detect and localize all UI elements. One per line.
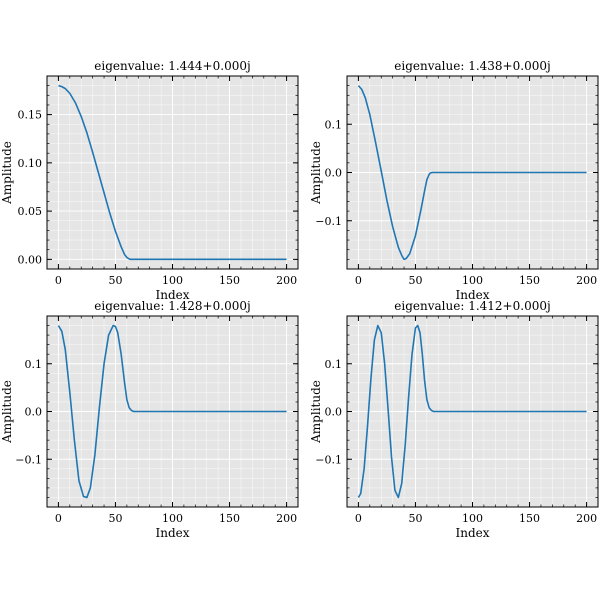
x-tick-label: 150 bbox=[519, 274, 540, 287]
x-tick-label: 50 bbox=[108, 512, 122, 525]
x-tick-label: 100 bbox=[462, 512, 483, 525]
y-axis-label: Amplitude bbox=[0, 141, 14, 205]
x-tick-label: 0 bbox=[355, 512, 362, 525]
x-tick-label: 50 bbox=[108, 274, 122, 287]
x-axis-label: Index bbox=[455, 526, 489, 540]
y-axis-label: Amplitude bbox=[309, 141, 323, 205]
series-line bbox=[357, 324, 587, 499]
y-tick-label: 0.10 bbox=[18, 157, 43, 170]
y-tick-label: 0.15 bbox=[18, 109, 43, 122]
subplot-title: eigenvalue: 1.444+0.000j bbox=[94, 59, 250, 73]
axes-frame bbox=[346, 75, 599, 270]
subplot-title: eigenvalue: 1.412+0.000j bbox=[394, 299, 550, 313]
subplot-title: eigenvalue: 1.438+0.000j bbox=[394, 59, 550, 73]
axes-frame bbox=[346, 315, 599, 508]
x-tick-label: 150 bbox=[219, 274, 240, 287]
subplot-3: 0 50 100 150 200 −0.1 0.0 0.1 eigenvalue: 1.428+… bbox=[0, 299, 299, 540]
x-tick-label: 150 bbox=[519, 512, 540, 525]
y-tick-label: −0.1 bbox=[15, 453, 42, 466]
x-tick-label: 200 bbox=[576, 512, 597, 525]
y-tick-label: 0.00 bbox=[18, 253, 43, 266]
y-tick-label: 0.0 bbox=[325, 167, 343, 180]
axes-frame bbox=[46, 315, 299, 508]
y-tick-label: 0.1 bbox=[25, 358, 43, 371]
x-tick-label: 0 bbox=[55, 274, 62, 287]
x-tick-label: 0 bbox=[55, 512, 62, 525]
axes-frame bbox=[46, 75, 299, 270]
series-line bbox=[58, 84, 287, 261]
x-tick-label: 200 bbox=[576, 274, 597, 287]
y-tick-label: −0.1 bbox=[315, 453, 342, 466]
y-tick-label: −0.1 bbox=[315, 215, 342, 228]
subplot-title: eigenvalue: 1.428+0.000j bbox=[94, 299, 250, 313]
x-tick-label: 50 bbox=[408, 512, 422, 525]
x-tick-label: 200 bbox=[276, 512, 297, 525]
x-tick-label: 100 bbox=[462, 274, 483, 287]
x-tick-label: 50 bbox=[408, 274, 422, 287]
x-axis-label: Index bbox=[455, 288, 489, 302]
subplot-2: 0 50 100 150 200 −0.1 0.0 0.1 eigenvalue: 1.438+… bbox=[309, 59, 599, 302]
x-axis-label: Index bbox=[155, 288, 189, 302]
y-tick-label: 0.1 bbox=[325, 118, 343, 131]
y-tick-label: 0.05 bbox=[18, 205, 43, 218]
x-tick-label: 100 bbox=[162, 512, 183, 525]
y-tick-label: 0.0 bbox=[25, 406, 43, 419]
y-tick-label: 0.0 bbox=[325, 406, 343, 419]
y-axis-label: Amplitude bbox=[309, 380, 323, 444]
x-tick-label: 150 bbox=[219, 512, 240, 525]
subplot-1: 0 50 100 150 200 0.00 0.05 0.10 0.15 eigenvalue: … bbox=[0, 59, 299, 302]
x-axis-label: Index bbox=[155, 526, 189, 540]
x-tick-label: 200 bbox=[276, 274, 297, 287]
x-tick-label: 0 bbox=[355, 274, 362, 287]
x-tick-label: 100 bbox=[162, 274, 183, 287]
y-axis-label: Amplitude bbox=[0, 380, 14, 444]
subplot-4: 0 50 100 150 200 −0.1 0.0 0.1 eigenvalue: 1.412+… bbox=[309, 299, 599, 540]
grid bbox=[46, 75, 299, 270]
series-line bbox=[57, 324, 287, 499]
y-tick-label: 0.1 bbox=[325, 358, 343, 371]
series-line bbox=[357, 85, 587, 261]
